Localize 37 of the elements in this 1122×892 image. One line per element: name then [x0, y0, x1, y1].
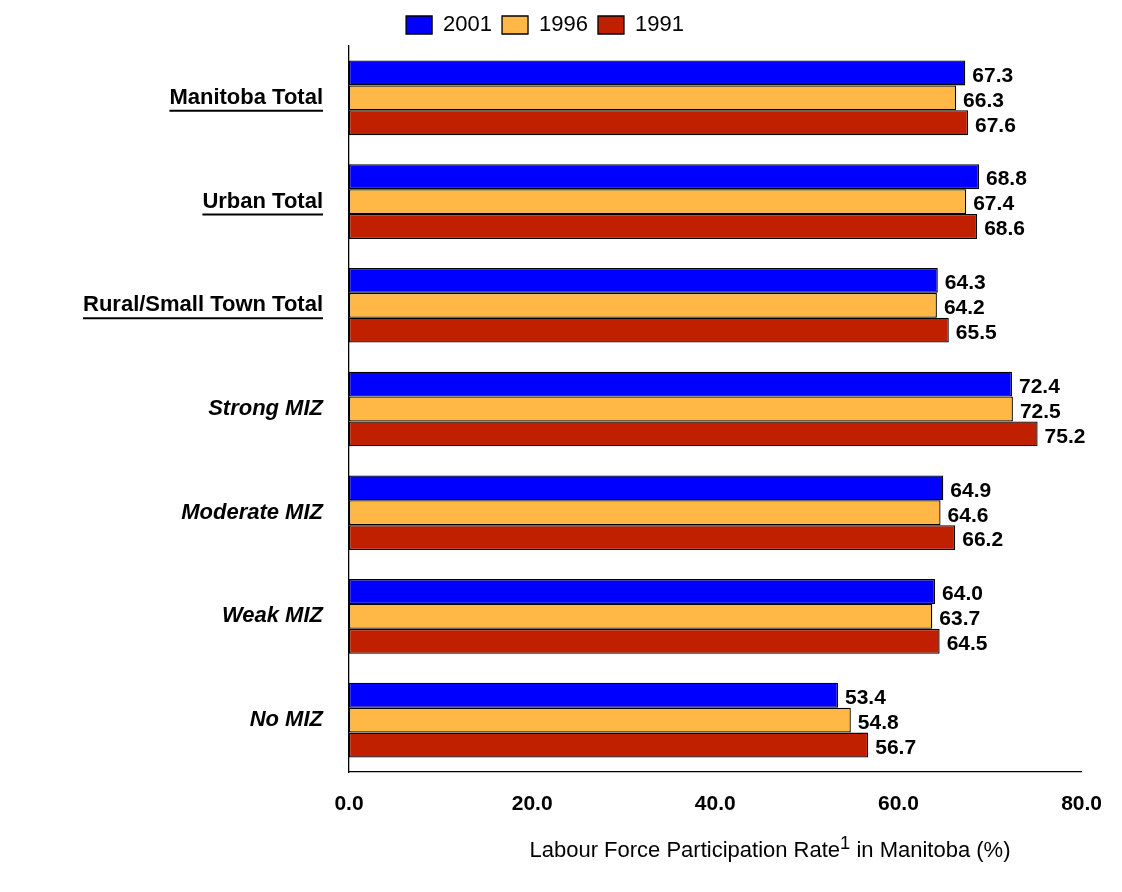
y-tick-label: No MIZ [249, 706, 325, 732]
data-label: 68.6 [984, 216, 1026, 240]
data-label: 68.8 [986, 166, 1028, 190]
x-tick-label: 20.0 [511, 791, 553, 815]
data-label: 63.7 [939, 606, 981, 630]
data-label: 66.2 [962, 527, 1004, 551]
data-label: 67.3 [972, 62, 1014, 86]
y-tick-label: Manitoba Total [169, 83, 323, 109]
y-tick-label: Moderate MIZ [181, 498, 325, 524]
data-label: 72.5 [1019, 398, 1062, 422]
data-label: 67.6 [975, 112, 1016, 136]
data-label: 64.5 [946, 631, 988, 655]
data-label: 64.3 [944, 270, 986, 294]
x-tick-label: 80.0 [1061, 791, 1102, 815]
legend-label: 1991 [634, 11, 684, 37]
data-label: 53.4 [844, 685, 887, 709]
data-label: 67.4 [973, 191, 1015, 215]
data-label: 56.7 [875, 734, 917, 758]
y-tick-label: Weak MIZ [221, 602, 325, 628]
data-label: 64.9 [950, 477, 992, 501]
x-tick-label: 0.0 [334, 791, 364, 815]
y-tick-label: Strong MIZ [208, 395, 325, 421]
data-label: 65.5 [955, 319, 997, 343]
x-tick-label: 60.0 [877, 791, 919, 815]
x-tick-label: 40.0 [694, 791, 736, 815]
legend-label: 2001 [443, 11, 493, 37]
data-label: 54.8 [857, 709, 899, 733]
data-label: 66.3 [963, 87, 1004, 111]
data-label: 64.0 [942, 581, 983, 605]
legend-label: 1996 [539, 11, 588, 37]
data-label: 75.2 [1044, 423, 1086, 447]
data-label: 64.6 [947, 502, 989, 526]
y-tick-label: Rural/Small Town Total [83, 291, 323, 317]
x-axis-title: Labour Force Participation Rate$^{1}$ in Manitoba (%) [528, 832, 1012, 864]
data-label: 72.4 [1018, 373, 1061, 397]
data-label: 64.2 [943, 295, 985, 319]
y-tick-label: Urban Total [202, 187, 323, 213]
